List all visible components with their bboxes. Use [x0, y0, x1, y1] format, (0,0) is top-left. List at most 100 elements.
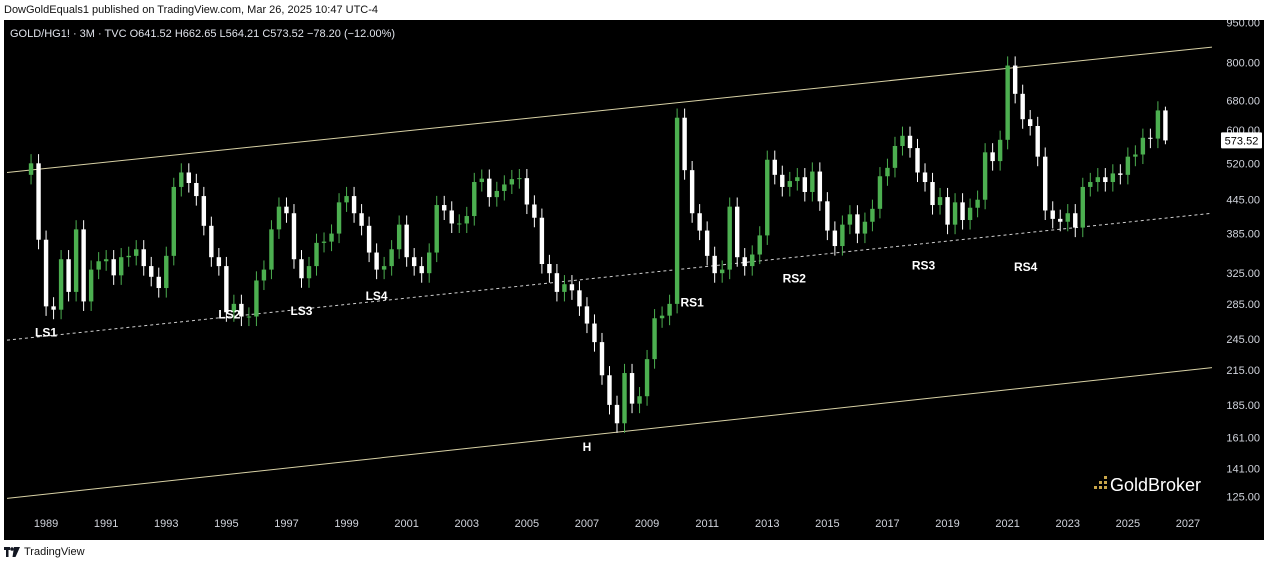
candle	[479, 169, 484, 192]
candle	[562, 275, 567, 302]
structure-label-rs1: RS1	[680, 295, 704, 309]
candle-body	[832, 230, 838, 247]
candle-body	[644, 359, 650, 397]
candle-body	[1140, 137, 1146, 155]
candle-body	[1012, 65, 1018, 94]
candle-body	[96, 261, 101, 270]
candle-body	[877, 176, 883, 209]
candle-body	[1058, 218, 1063, 222]
candle-body	[457, 223, 462, 225]
x-tick-label: 2003	[455, 518, 479, 530]
candle-body	[509, 179, 515, 185]
published-line: DowGoldEquals1 published on TradingView.…	[4, 4, 379, 16]
candle-body	[28, 163, 34, 175]
candle-body	[261, 269, 267, 281]
y-tick-label: 325.00	[1226, 268, 1260, 280]
structure-label-rs2: RS2	[783, 272, 807, 286]
candle-body	[584, 306, 590, 324]
candle	[599, 332, 605, 385]
candle	[1110, 164, 1116, 192]
candle-body	[299, 259, 304, 279]
candle	[457, 214, 462, 234]
candle-body	[892, 145, 898, 168]
price-chart[interactable]: LS1 LS2 LS3 LS4 H RS1 RS2 RS3 RS4 950.00 800.00 68…	[4, 17, 1264, 540]
candle	[614, 395, 620, 433]
candle	[43, 230, 49, 316]
candle-body	[134, 249, 139, 256]
candle-body	[126, 255, 131, 258]
candle	[442, 195, 447, 221]
candle	[997, 130, 1003, 171]
candle	[622, 363, 627, 433]
candle	[847, 205, 853, 235]
candle	[1125, 147, 1131, 185]
last-price-badge: 573.52	[1221, 132, 1262, 149]
candle	[765, 150, 770, 245]
x-tick-label: 1989	[34, 518, 58, 530]
candle	[719, 260, 725, 283]
candle-body	[81, 229, 86, 302]
candle-body	[592, 323, 597, 343]
candle	[810, 162, 815, 202]
candle-body	[975, 199, 980, 208]
x-tick-label: 1997	[274, 518, 298, 530]
candle	[727, 197, 732, 280]
candle-body	[810, 171, 815, 192]
candle	[254, 271, 259, 327]
candle-body	[284, 206, 289, 214]
candle	[825, 192, 830, 241]
candle-body	[532, 204, 537, 218]
candle	[1095, 168, 1101, 192]
candle-body	[487, 178, 492, 198]
candle	[607, 366, 612, 415]
candle-body	[1110, 173, 1116, 183]
candle	[1140, 128, 1146, 165]
chart-canvas[interactable]: LS1 LS2 LS3 LS4 H RS1 RS2 RS3 RS4 950.00 800.00 68…	[4, 17, 1264, 540]
candle-body	[689, 170, 695, 214]
candle-body	[577, 290, 582, 307]
candle	[757, 226, 762, 265]
candle-body	[111, 259, 116, 276]
candle-body	[862, 221, 868, 234]
candle	[1073, 204, 1078, 238]
candle	[674, 108, 680, 314]
candle	[261, 260, 267, 291]
candle	[73, 220, 79, 302]
y-tick-label: 950.00	[1226, 20, 1260, 29]
candle	[472, 172, 477, 226]
candle-body	[494, 190, 500, 198]
candle	[780, 165, 785, 197]
x-tick-label: 2025	[1116, 518, 1140, 530]
candle-body	[1020, 93, 1025, 120]
candle-body	[937, 197, 943, 206]
candle	[704, 221, 710, 266]
candle-body	[682, 117, 687, 171]
candle	[840, 215, 845, 256]
candle-body	[547, 264, 552, 274]
x-tick-label: 2015	[815, 518, 839, 530]
candle-body	[374, 252, 379, 270]
y-tick-label: 285.00	[1226, 299, 1260, 311]
x-tick-label: 2009	[635, 518, 659, 530]
candle	[945, 187, 950, 235]
candle	[51, 297, 56, 320]
candle-body	[900, 135, 905, 146]
x-tick-label: 2001	[394, 518, 418, 530]
candle-body	[464, 216, 469, 224]
candle	[224, 256, 229, 322]
candle-body	[1088, 182, 1093, 187]
y-tick-label: 680.00	[1226, 96, 1260, 108]
y-tick-label: 245.00	[1226, 334, 1260, 346]
structure-label-ls4: LS4	[366, 289, 388, 303]
candle	[1050, 201, 1055, 229]
x-tick-label: 2013	[755, 518, 779, 530]
candle	[502, 175, 507, 201]
candle-body	[254, 280, 259, 317]
candle	[667, 294, 672, 326]
candle	[772, 150, 777, 185]
candle-body	[840, 224, 845, 247]
candle-body	[554, 273, 560, 292]
watermark-logo: GoldBroker	[1094, 475, 1201, 495]
candle-body	[742, 257, 747, 267]
candle-body	[562, 284, 567, 292]
